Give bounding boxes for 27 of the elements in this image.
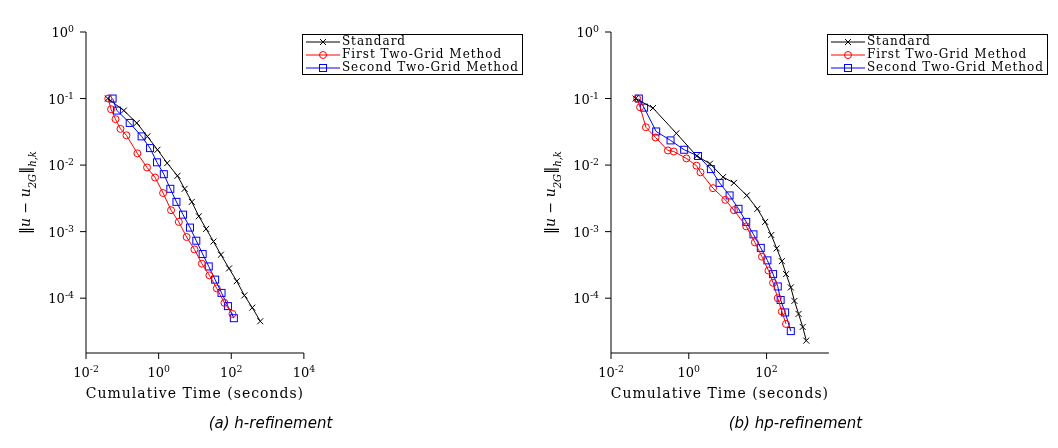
x-tick-label: 10$^{4}$ xyxy=(292,362,316,380)
x-axis-title: Cumulative Time (seconds) xyxy=(610,385,830,401)
y-tick-label: 10$^{-4}$ xyxy=(48,288,75,307)
legend-label: First Two-Grid Method xyxy=(866,47,1028,61)
y-tick-label: 10$^{-1}$ xyxy=(573,89,599,107)
y-tick-label: 10$^{-1}$ xyxy=(48,89,74,107)
y-tick-label: 10$^{-2}$ xyxy=(573,155,600,174)
x-tick-label: 10$^{2}$ xyxy=(755,362,778,380)
y-tick-label: 10$^{-3}$ xyxy=(573,222,600,240)
legend-label: Standard xyxy=(341,34,407,48)
x-tick-label: 10$^{0}$ xyxy=(147,362,170,380)
x-tick-label: 10$^{-2}$ xyxy=(73,362,99,380)
legend-label: Second Two-Grid Method xyxy=(866,60,1044,74)
x-tick-label: 10$^{2}$ xyxy=(220,362,243,380)
x-tick-label: 10$^{-2}$ xyxy=(598,362,624,380)
y-tick-label: 10$^{0}$ xyxy=(576,22,600,40)
x-axis-title: Cumulative Time (seconds) xyxy=(85,385,305,401)
y-tick-label: 10$^{-2}$ xyxy=(48,155,75,174)
text: (a) h-refinement xyxy=(208,414,333,432)
legend-label: Second Two-Grid Method xyxy=(341,60,519,74)
text: (b) hp-refinement xyxy=(728,414,863,432)
y-tick-label: 10$^{0}$ xyxy=(51,22,75,40)
y-tick-label: 10$^{-3}$ xyxy=(48,222,75,240)
x-tick-label: 10$^{0}$ xyxy=(677,362,701,380)
legend-label: Standard xyxy=(866,34,932,48)
legend-label: First Two-Grid Method xyxy=(341,47,503,61)
y-tick-label: 10$^{-4}$ xyxy=(573,288,600,307)
